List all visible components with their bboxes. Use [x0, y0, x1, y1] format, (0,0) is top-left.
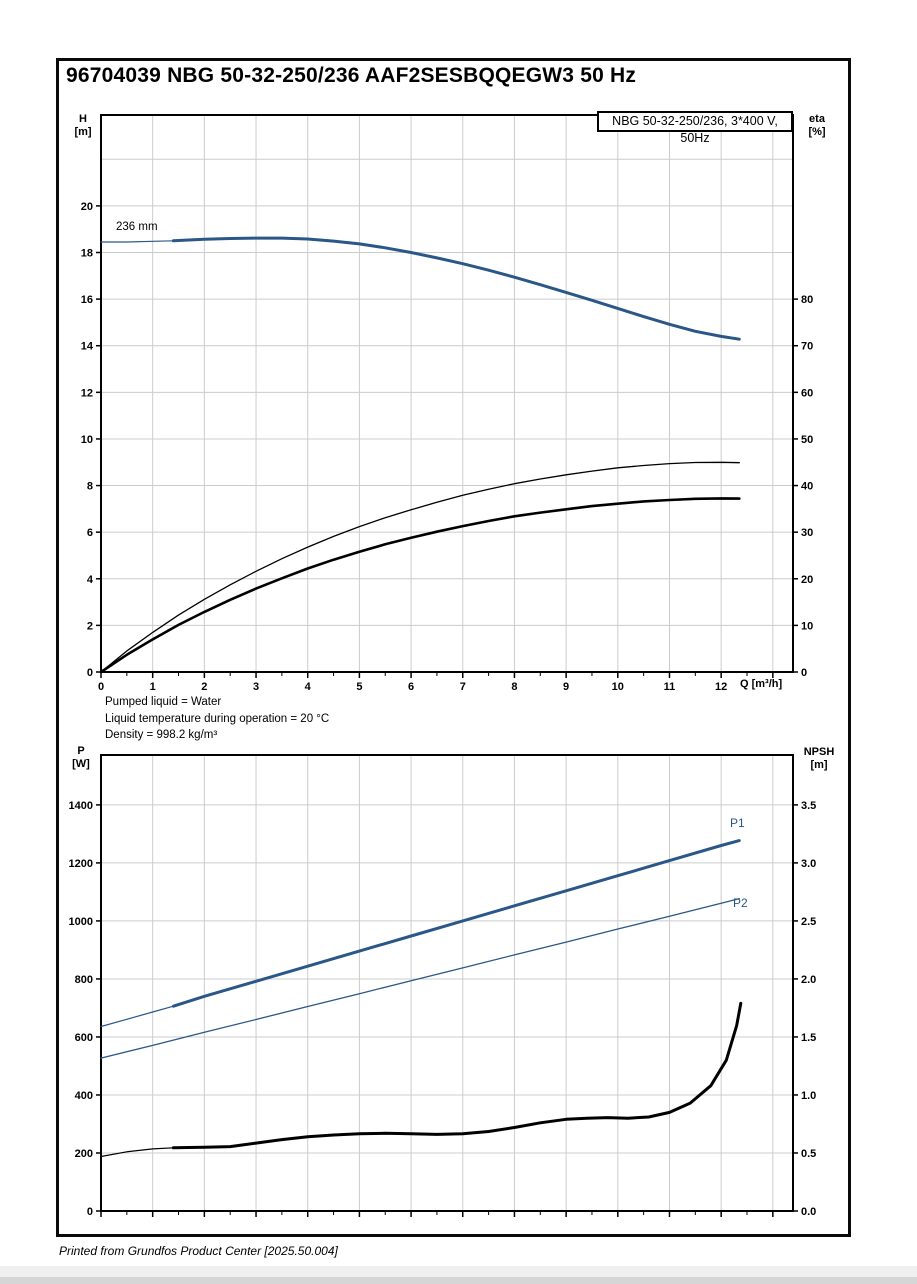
power-axis-unit: [W]: [72, 758, 90, 770]
npsh-axis-label: NPSH [m]: [797, 746, 841, 772]
eta-axis-label: eta [%]: [799, 113, 835, 139]
eta-axis-symbol: eta: [809, 113, 825, 125]
power-axis-label: P [W]: [66, 745, 96, 771]
note-density: Density = 998.2 kg/m³: [105, 729, 218, 741]
power-axis-symbol: P: [77, 745, 85, 757]
note-pumped-liquid: Pumped liquid = Water: [105, 696, 222, 708]
eta-axis-unit: [%]: [808, 126, 826, 138]
note-liquid-temperature: Liquid temperature during operation = 20…: [105, 712, 330, 725]
p1-series-label: P1: [730, 816, 745, 830]
p2-series-label: P2: [733, 896, 748, 910]
flow-axis-label: Q [m³/h]: [740, 678, 783, 690]
footer-note: Printed from Grundfos Product Center [20…: [59, 1244, 338, 1258]
npsh-axis-symbol: NPSH: [803, 746, 835, 758]
head-axis-label: H [m]: [68, 113, 98, 139]
page-title: 96704039 NBG 50-32-250/236 AAF2SESBQQEGW…: [66, 64, 637, 87]
window-edge-strip: [0, 1277, 917, 1284]
npsh-axis-unit: [m]: [810, 759, 828, 771]
head-axis-symbol: H: [79, 113, 87, 125]
legend-box: NBG 50-32-250/236, 3*400 V, 50Hz: [597, 111, 793, 145]
document-frame: [56, 58, 851, 1237]
impeller-diameter-label: 236 mm: [116, 221, 158, 233]
head-axis-unit: [m]: [74, 126, 92, 138]
liquid-notes: Pumped liquid = Water Liquid temperature…: [105, 694, 329, 744]
